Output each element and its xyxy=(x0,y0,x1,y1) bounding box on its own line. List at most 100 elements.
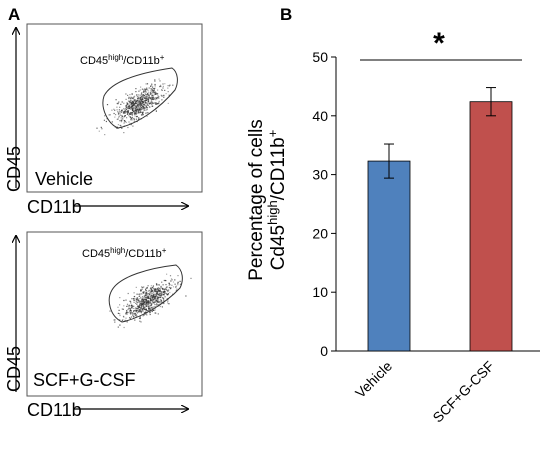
flow-dot xyxy=(136,109,138,111)
flow-dot xyxy=(157,97,159,99)
flow-dot xyxy=(141,300,143,302)
flow-dot xyxy=(127,292,129,295)
flow-dot xyxy=(124,120,126,122)
flow-dot xyxy=(151,84,153,86)
flow-dot xyxy=(150,297,152,299)
flow-dot xyxy=(131,93,133,95)
flow-dot xyxy=(168,289,170,291)
flow-dot xyxy=(129,97,131,100)
flow-dot xyxy=(163,298,165,300)
flow-dot xyxy=(162,87,164,89)
flow-plot-vehicle: CD45high/CD11b+ Vehicle CD45 CD11b xyxy=(4,23,203,217)
flow-dot xyxy=(150,285,152,287)
flow-dot xyxy=(109,310,111,312)
flow-dot xyxy=(143,307,145,309)
flow-dot xyxy=(119,106,121,108)
panel-a-letter: A xyxy=(8,5,20,24)
flow-dot xyxy=(146,302,148,304)
significance-star: * xyxy=(433,27,445,60)
flow-dot xyxy=(150,304,152,307)
flow-dot xyxy=(144,97,146,100)
flow-dot xyxy=(139,110,141,112)
flow-dot xyxy=(147,91,150,93)
flow-dot xyxy=(146,314,148,316)
flow-dot xyxy=(126,309,128,312)
flow-dot xyxy=(139,293,141,295)
flow-dot xyxy=(160,84,162,86)
flow-dot xyxy=(158,297,160,299)
flow-dot xyxy=(147,285,149,287)
flow-dot xyxy=(130,102,132,104)
flow-dot xyxy=(149,97,151,99)
gate-polygon xyxy=(108,264,183,323)
flow-dot xyxy=(155,103,157,105)
flow-dot xyxy=(150,304,153,306)
flow-dot xyxy=(139,96,141,98)
flow-dot xyxy=(128,96,130,98)
flow-dot xyxy=(135,286,137,288)
flow-dot xyxy=(141,299,143,301)
flow-dot xyxy=(119,120,121,122)
flow-dot xyxy=(157,289,160,291)
flow-dot xyxy=(114,319,116,321)
flow-dot xyxy=(155,99,157,101)
flow-dot xyxy=(139,305,141,307)
flow-dot xyxy=(135,108,137,110)
flow-dot xyxy=(154,301,156,303)
flow-dot xyxy=(168,85,170,87)
flow-dot xyxy=(125,121,127,123)
flow-dot xyxy=(147,94,149,96)
flow-dot xyxy=(127,111,129,114)
flow-dot xyxy=(158,290,160,292)
flow-dot xyxy=(140,301,142,303)
flow-dot xyxy=(156,294,158,296)
flow-dot xyxy=(121,101,123,103)
flow-dot xyxy=(138,90,140,92)
flow-dot xyxy=(162,85,164,87)
flow-dot xyxy=(146,104,148,106)
flow-dot xyxy=(133,107,135,109)
flow-dot xyxy=(142,111,144,113)
flow-dot xyxy=(130,103,132,105)
flow-dot xyxy=(151,303,153,305)
flow-dot xyxy=(138,301,140,303)
flow-dot xyxy=(159,305,162,308)
flow-dot xyxy=(134,95,136,97)
flow-dot xyxy=(146,286,148,289)
flow-dot xyxy=(126,110,128,113)
flow-dot xyxy=(131,312,133,314)
flow-dot xyxy=(159,294,161,296)
flow-dot xyxy=(153,299,155,301)
flow-dot xyxy=(145,297,147,299)
flow-dot xyxy=(113,108,115,110)
flow-dot xyxy=(137,99,139,101)
flow-dot xyxy=(136,297,139,299)
flow-dot xyxy=(142,305,144,307)
flow-dot xyxy=(152,286,154,288)
flow-dot xyxy=(156,291,158,293)
flow-dot xyxy=(168,303,170,305)
flow-dot xyxy=(123,120,125,122)
flow-dot xyxy=(137,111,139,113)
flow-dot xyxy=(137,301,139,303)
flow-dot xyxy=(146,108,148,110)
flow-dot xyxy=(126,313,128,315)
flow-dot xyxy=(137,299,139,301)
flow-dot xyxy=(135,112,137,114)
flow-dot xyxy=(151,307,154,309)
y-tick-label: 20 xyxy=(312,225,328,241)
flow-dot xyxy=(145,300,147,302)
flow-dot xyxy=(130,302,132,304)
flow-dot xyxy=(136,94,138,96)
flow-dot xyxy=(144,97,146,99)
flow-dot xyxy=(123,326,125,329)
flow-dot xyxy=(162,291,164,293)
flow-dot xyxy=(144,303,146,306)
flow-dot xyxy=(144,88,146,90)
flow-dot xyxy=(148,306,150,308)
flow-dot xyxy=(145,292,147,294)
flow-dot xyxy=(159,80,161,82)
flow-dot xyxy=(127,110,129,112)
flow-dot xyxy=(153,288,155,290)
flow-dot xyxy=(158,295,160,297)
